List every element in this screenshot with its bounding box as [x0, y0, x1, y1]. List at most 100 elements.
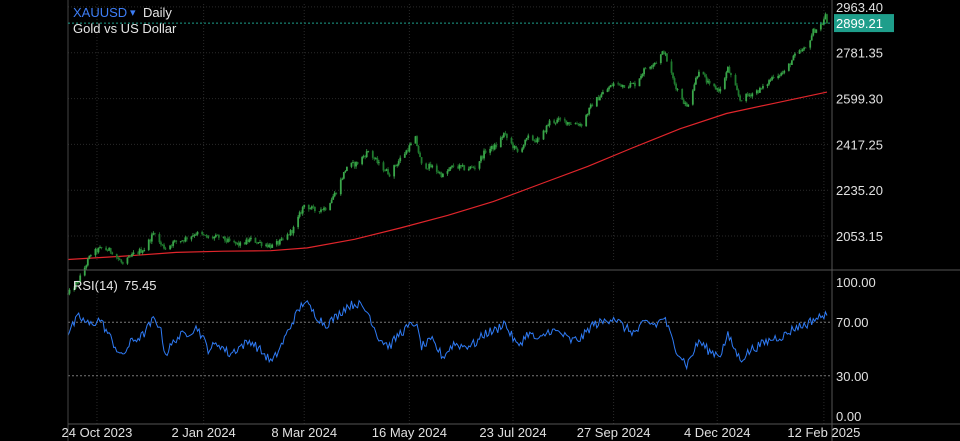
candle-body — [158, 234, 161, 243]
candle-body — [385, 169, 388, 171]
candle-body — [726, 67, 729, 73]
candle-body — [342, 172, 345, 179]
candle-body — [117, 257, 120, 260]
candle-body — [611, 85, 613, 86]
candle-body — [489, 148, 492, 153]
symbol-label[interactable]: XAUUSD — [73, 5, 127, 20]
price-tick-label: 2417.25 — [836, 137, 883, 152]
candle-body — [749, 94, 752, 97]
candle-body — [638, 78, 641, 87]
candle-body — [257, 242, 260, 244]
candle-body — [371, 151, 374, 158]
candle-body — [533, 140, 536, 141]
candle-body — [96, 248, 98, 253]
candle-body — [815, 29, 818, 33]
candle-body — [269, 244, 272, 248]
timeframe-label[interactable]: Daily — [143, 5, 172, 20]
candle-body — [813, 29, 816, 33]
candle-body — [426, 168, 429, 170]
candle-body — [501, 137, 504, 138]
candle-body — [147, 239, 150, 250]
candle-body — [463, 165, 466, 171]
candle-body — [809, 40, 812, 48]
candle-body — [193, 235, 196, 237]
candle-body — [484, 150, 487, 153]
candle-body — [85, 265, 88, 268]
candle-body — [524, 139, 527, 145]
candle-body — [457, 166, 460, 169]
candle-body — [585, 115, 588, 127]
candle-body — [131, 253, 133, 257]
candle-body — [333, 192, 336, 197]
candle-body — [452, 165, 455, 167]
candle-body — [260, 242, 263, 246]
candle-body — [403, 153, 406, 158]
candle-body — [164, 248, 167, 250]
candle-body — [819, 24, 822, 30]
candle-body — [256, 242, 258, 244]
candle-body — [83, 267, 86, 276]
candle-body — [320, 209, 322, 212]
candle-body — [553, 120, 556, 123]
candle-body — [265, 244, 268, 246]
candle-body — [211, 236, 214, 239]
candle-body — [681, 89, 684, 100]
candle-body — [201, 231, 204, 235]
candle-body — [446, 171, 449, 174]
candle-body — [414, 136, 417, 144]
candle-body — [655, 62, 658, 64]
chevron-down-icon[interactable]: ▾ — [130, 7, 136, 19]
candle-body — [175, 240, 178, 242]
candle-body — [86, 258, 89, 266]
candle-body — [544, 130, 546, 133]
candle-body — [547, 125, 549, 127]
candle-body — [387, 169, 389, 175]
candle-body — [649, 67, 652, 69]
candle-body — [502, 133, 505, 138]
candle-body — [483, 150, 485, 159]
moving-average-series — [67, 91, 828, 261]
candle-body — [653, 62, 656, 65]
candle-body — [687, 104, 690, 107]
candle-body — [676, 89, 679, 90]
candle-body — [99, 247, 101, 249]
candle-body — [202, 234, 205, 236]
candle-body — [74, 282, 77, 289]
candle-body — [693, 84, 696, 91]
candle-body — [609, 85, 612, 88]
candle-body — [397, 161, 400, 165]
candle-body — [602, 92, 604, 95]
candle-body — [716, 88, 719, 90]
candle-body — [745, 93, 748, 101]
candle-body — [474, 167, 476, 169]
candle-body — [350, 162, 353, 167]
candle-body — [222, 236, 225, 238]
candle-body — [461, 165, 464, 167]
candle-body — [254, 237, 257, 243]
candle-body — [707, 80, 709, 83]
candle-body — [118, 259, 121, 261]
candle-body — [691, 90, 694, 105]
candle-body — [640, 75, 642, 79]
candle-body — [574, 123, 577, 125]
candle-body — [467, 168, 470, 171]
candle-body — [672, 72, 674, 79]
price-tick-label: 2235.20 — [836, 183, 883, 198]
candle-body — [734, 74, 737, 86]
grid — [68, 4, 830, 424]
candle-body — [666, 53, 668, 62]
candle-body — [330, 199, 333, 204]
candle-body — [184, 237, 187, 242]
candle-body — [246, 239, 249, 243]
candle-body — [769, 79, 772, 81]
candle-body — [277, 241, 280, 245]
candle-body — [664, 53, 667, 55]
rsi-tick-label: 70.00 — [836, 315, 869, 330]
candle-body — [723, 78, 726, 89]
rsi-tick-label: 100.00 — [836, 275, 876, 290]
candle-body — [766, 84, 769, 87]
candle-body — [531, 135, 534, 141]
candle-body — [115, 254, 118, 258]
candle-body — [233, 241, 236, 242]
